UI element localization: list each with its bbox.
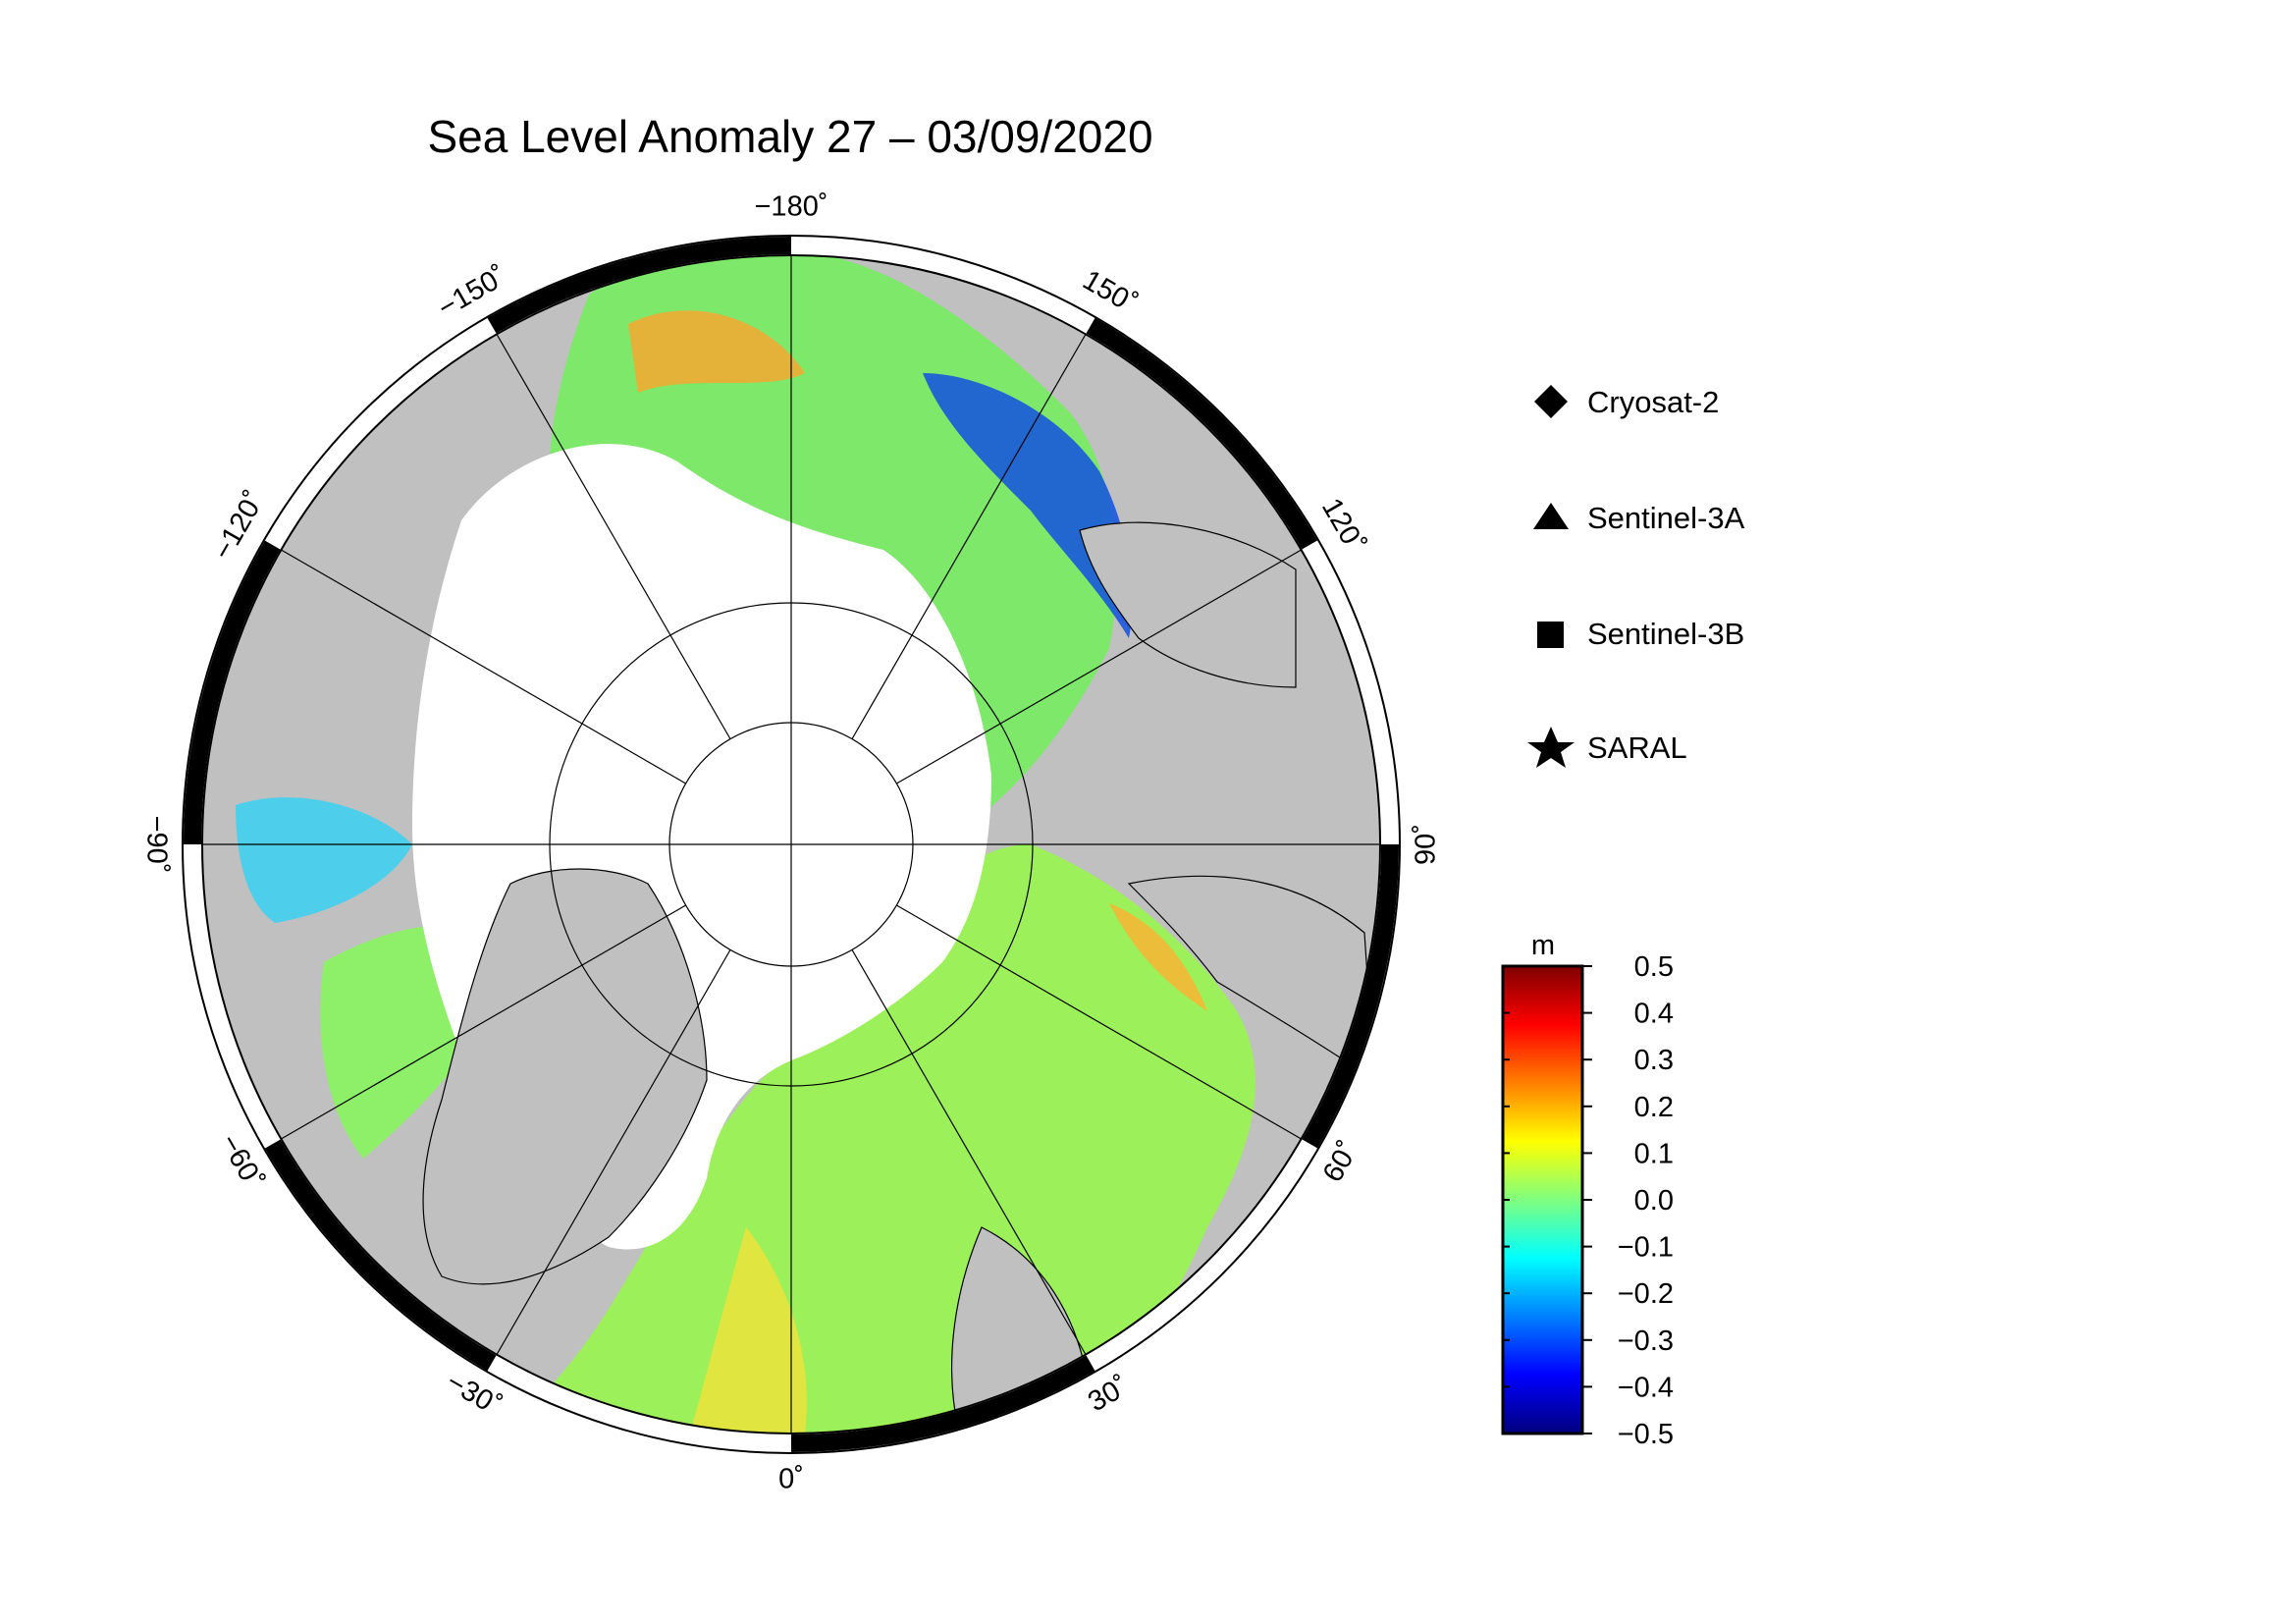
legend-item-sentinel-3a: Sentinel-3A	[1533, 501, 1745, 535]
longitude-label: 60˚	[1317, 1136, 1365, 1187]
longitude-label: 30˚	[1083, 1371, 1134, 1419]
colorbar-tick-label: 0.1	[1634, 1138, 1674, 1169]
satellite-legend: Cryosat-2 Sentinel-3A Sentinel-3B SARAL	[1527, 385, 1745, 768]
triangle-icon	[1533, 503, 1569, 529]
graticule	[202, 255, 1380, 1434]
frame-segment	[1086, 1139, 1317, 1371]
meridian-line	[496, 334, 731, 739]
longitude-label: −90˚	[140, 816, 172, 874]
longitude-label: 90˚	[1411, 824, 1442, 865]
frame-segment	[790, 1355, 1095, 1452]
colorbar-tick-label: −0.3	[1618, 1325, 1674, 1357]
colorbar-tick-label: −0.4	[1618, 1372, 1674, 1403]
colorbar-unit: m	[1531, 930, 1555, 961]
diamond-icon	[1534, 385, 1568, 418]
colorbar-tick-label: 0.3	[1634, 1045, 1674, 1076]
frame-segment	[1086, 317, 1318, 550]
frame-segment	[1303, 541, 1398, 845]
square-icon	[1537, 622, 1564, 648]
colorbar-ticks: 0.5 0.4 0.3 0.2 0.1 0.0 −0.1 −0.2 −0.3 −0.4 −0.5	[1503, 951, 1674, 1450]
colorbar: m 0.5 0.4 0.3 0.2 0.1 0.0 −0.1 −0.2 −0.3 −0.4 −0.5	[1501, 930, 1674, 1450]
colorbar-tick-label: −0.5	[1618, 1419, 1674, 1450]
frame-segment	[790, 238, 1095, 333]
map-frame	[184, 237, 1399, 1452]
map-disc	[182, 235, 1401, 1454]
map-inner-border	[201, 254, 1381, 1434]
star-icon	[1527, 727, 1575, 768]
longitude-label: 0˚	[778, 1464, 804, 1495]
east-siberian-low-patch	[923, 373, 1133, 638]
meridian-line	[281, 904, 686, 1140]
meridian-lines	[202, 255, 1380, 1434]
meridian-line	[851, 334, 1087, 739]
legend-item-cryosat: Cryosat-2	[1534, 385, 1719, 419]
greenland-land	[422, 868, 708, 1285]
warm-anomaly-patch	[687, 1227, 807, 1434]
legend-label: Sentinel-3A	[1587, 501, 1745, 535]
colorbar-tick-label: −0.1	[1618, 1232, 1674, 1264]
atlantic-ocean-sla	[491, 844, 1255, 1434]
meridian-line	[496, 949, 731, 1355]
meridian-line	[281, 549, 686, 784]
frame-segment	[1302, 843, 1399, 1149]
frame-segment	[488, 1356, 792, 1451]
russia-land	[1127, 875, 1375, 1082]
barents-warm-patch	[1109, 903, 1207, 1011]
meridian-line	[896, 904, 1302, 1140]
colorbar-tick-label: 0.4	[1634, 999, 1674, 1030]
colorbar-gradient	[1501, 964, 1584, 1435]
meridian-line	[851, 949, 1087, 1355]
meridian-line	[896, 549, 1302, 784]
legend-item-sentinel-3b: Sentinel-3B	[1537, 617, 1744, 651]
sea-level-anomaly-layer	[236, 255, 1375, 1434]
legend-item-saral: SARAL	[1527, 727, 1687, 768]
frame-segment	[264, 1139, 497, 1372]
colorbar-tick-label: −0.2	[1618, 1278, 1674, 1310]
frame-segment	[487, 237, 792, 334]
colorbar-tick-label: 0.2	[1634, 1092, 1674, 1123]
longitude-label: −180˚	[755, 191, 828, 223]
map-outer-border	[182, 235, 1401, 1454]
frame-segment	[184, 540, 281, 845]
legend-label: Cryosat-2	[1587, 385, 1719, 419]
legend-label: Sentinel-3B	[1587, 617, 1744, 651]
frame-segment	[265, 318, 497, 550]
colorbar-tick-label: 0.0	[1634, 1185, 1674, 1217]
colorbar-tick-label: 0.5	[1634, 951, 1674, 983]
legend-label: SARAL	[1587, 730, 1687, 765]
map-title: Sea Level Anomaly 27 – 03/09/2020	[427, 111, 1153, 162]
beaufort-warm-patch	[628, 310, 805, 393]
frame-segment	[185, 843, 280, 1148]
archipelago-sla	[236, 797, 412, 923]
siberia-land	[1079, 521, 1297, 688]
